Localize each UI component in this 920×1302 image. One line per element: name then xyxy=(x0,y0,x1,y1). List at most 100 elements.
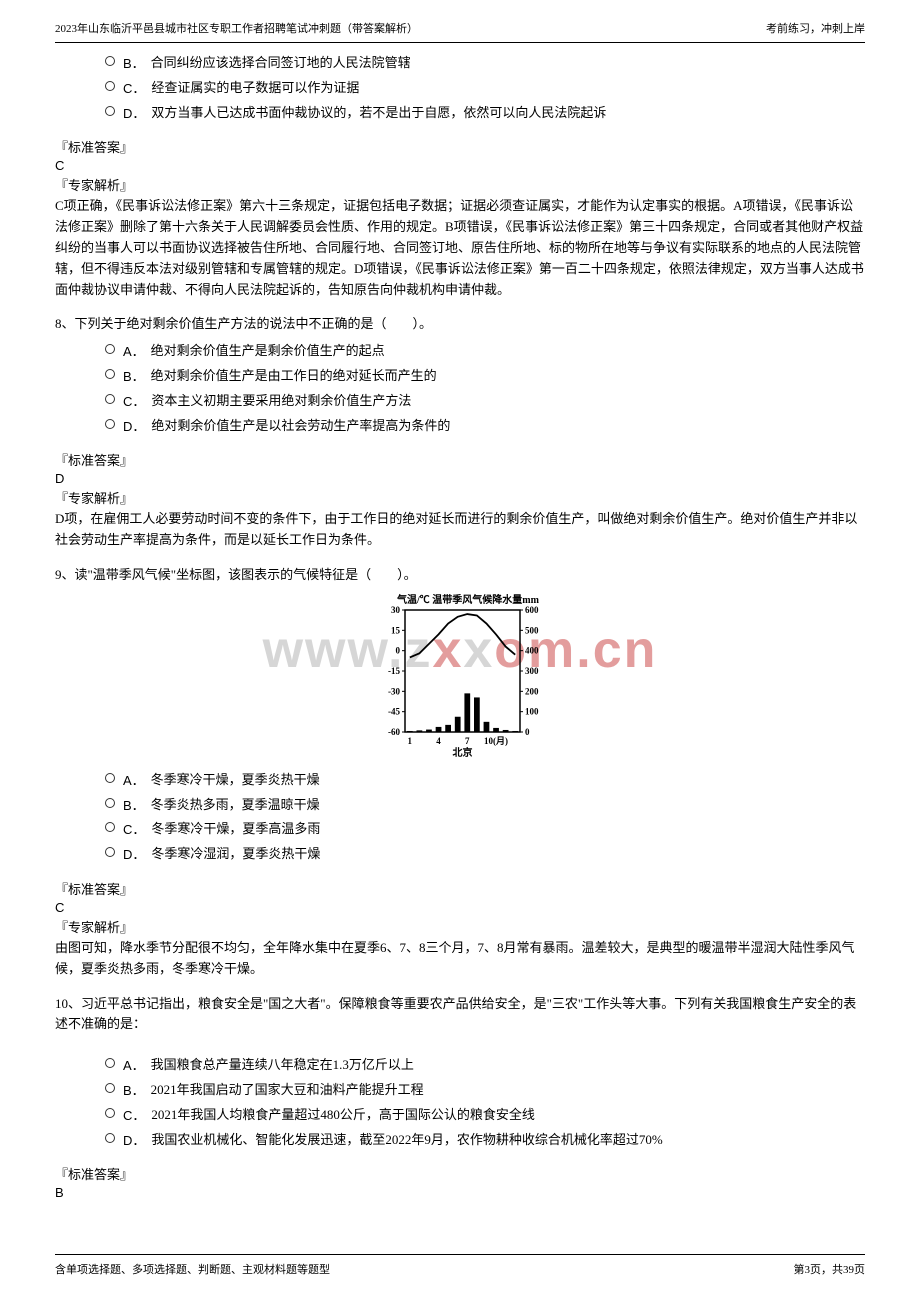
option-text: 绝对剩余价值生产是剩余价值生产的起点 xyxy=(151,341,385,362)
q9-analysis: 由图可知，降水季节分配很不均匀，全年降水集中在夏季6、7、8三个月，7、8月常有… xyxy=(55,938,865,980)
svg-text:-60: -60 xyxy=(388,727,400,737)
option-text: 冬季炎热多雨，夏季温晾干燥 xyxy=(151,795,320,816)
q8-answer: D xyxy=(55,471,865,486)
q10-option-b[interactable]: B． 2021年我国启动了国家大豆和油料产能提升工程 xyxy=(105,1080,865,1101)
option-label: C． xyxy=(123,78,145,97)
svg-text:400: 400 xyxy=(525,645,539,655)
q8-option-c[interactable]: C． 资本主义初期主要采用绝对剩余价值生产方法 xyxy=(105,391,865,412)
option-text: 绝对剩余价值生产是由工作日的绝对延长而产生的 xyxy=(151,366,437,387)
option-label: B． xyxy=(123,53,145,72)
radio-icon xyxy=(105,369,115,379)
option-text: 冬季寒冷干燥，夏季高温多雨 xyxy=(151,819,320,840)
q9-question: 9、读"温带季风气候"坐标图，该图表示的气候特征是（ ）。 xyxy=(55,565,865,586)
option-text: 我国农业机械化、智能化发展迅速，截至2022年9月，农作物耕种收综合机械化率超过… xyxy=(151,1130,662,1151)
q8-analysis-label: 『专家解析』 xyxy=(55,488,865,507)
svg-text:气温/℃ 温带季风气候降水量mm: 气温/℃ 温带季风气候降水量mm xyxy=(396,593,540,606)
radio-icon xyxy=(105,1133,115,1143)
option-label: C． xyxy=(123,391,145,410)
radio-icon xyxy=(105,1083,115,1093)
option-label: C． xyxy=(123,1105,145,1124)
q9-analysis-label: 『专家解析』 xyxy=(55,917,865,936)
svg-text:7: 7 xyxy=(465,736,470,746)
option-label: D． xyxy=(123,103,145,122)
svg-text:15: 15 xyxy=(391,625,401,635)
q8-question: 8、下列关于绝对剩余价值生产方法的说法中不正确的是（ ）。 xyxy=(55,314,865,335)
radio-icon xyxy=(105,394,115,404)
svg-text:10(月): 10(月) xyxy=(484,736,508,746)
svg-text:-15: -15 xyxy=(388,666,400,676)
radio-icon xyxy=(105,847,115,857)
q8-option-d[interactable]: D． 绝对剩余价值生产是以社会劳动生产率提高为条件的 xyxy=(105,416,865,437)
option-text: 冬季寒冷湿润，夏季炎热干燥 xyxy=(151,844,320,865)
q10-option-c[interactable]: C． 2021年我国人均粮食产量超过480公斤，高于国际公认的粮食安全线 xyxy=(105,1105,865,1126)
q10-answer-label: 『标准答案』 xyxy=(55,1164,865,1183)
q9-option-a[interactable]: A． 冬季寒冷干燥，夏季炎热干燥 xyxy=(105,770,865,791)
q8-option-a[interactable]: A． 绝对剩余价值生产是剩余价值生产的起点 xyxy=(105,341,865,362)
option-text: 合同纠纷应该选择合同签订地的人民法院管辖 xyxy=(151,53,411,74)
q10-question: 10、习近平总书记指出，粮食安全是"国之大者"。保障粮食等重要农产品供给安全，是… xyxy=(55,994,865,1036)
option-text: 经查证属实的电子数据可以作为证据 xyxy=(151,78,359,99)
radio-icon xyxy=(105,56,115,66)
q8-answer-label: 『标准答案』 xyxy=(55,450,865,469)
svg-text:300: 300 xyxy=(525,666,539,676)
option-text: 双方当事人已达成书面仲裁协议的，若不是出于自愿，依然可以向人民法院起诉 xyxy=(151,103,606,124)
option-label: A． xyxy=(123,1055,145,1074)
header-right: 考前练习，冲刺上岸 xyxy=(766,20,865,36)
q7-option-c[interactable]: C． 经查证属实的电子数据可以作为证据 xyxy=(105,78,865,99)
q7-answer-label: 『标准答案』 xyxy=(55,137,865,156)
climate-chart-svg: 气温/℃ 温带季风气候降水量mm30150-15-30-45-606005004… xyxy=(370,592,550,762)
svg-text:0: 0 xyxy=(396,645,401,655)
q9-option-b[interactable]: B． 冬季炎热多雨，夏季温晾干燥 xyxy=(105,795,865,816)
option-label: D． xyxy=(123,1130,145,1149)
option-text: 我国粮食总产量连续八年稳定在1.3万亿斤以上 xyxy=(151,1055,414,1076)
radio-icon xyxy=(105,1108,115,1118)
q9-option-c[interactable]: C． 冬季寒冷干燥，夏季高温多雨 xyxy=(105,819,865,840)
option-label: A． xyxy=(123,770,145,789)
q8-analysis: D项，在雇佣工人必要劳动时间不变的条件下，由于工作日的绝对延长而进行的剩余价值生… xyxy=(55,509,865,551)
option-text: 2021年我国人均粮食产量超过480公斤，高于国际公认的粮食安全线 xyxy=(151,1105,535,1126)
svg-text:0: 0 xyxy=(525,727,530,737)
option-label: C． xyxy=(123,819,145,838)
q8-option-b[interactable]: B． 绝对剩余价值生产是由工作日的绝对延长而产生的 xyxy=(105,366,865,387)
q7-option-d[interactable]: D． 双方当事人已达成书面仲裁协议的，若不是出于自愿，依然可以向人民法院起诉 xyxy=(105,103,865,124)
q10-option-d[interactable]: D． 我国农业机械化、智能化发展迅速，截至2022年9月，农作物耕种收综合机械化… xyxy=(105,1130,865,1151)
footer-left: 含单项选择题、多项选择题、判断题、主观材料题等题型 xyxy=(55,1261,330,1277)
radio-icon xyxy=(105,419,115,429)
option-text: 2021年我国启动了国家大豆和油料产能提升工程 xyxy=(151,1080,424,1101)
header-left: 2023年山东临沂平邑县城市社区专职工作者招聘笔试冲刺题（带答案解析） xyxy=(55,20,418,36)
q9-answer-label: 『标准答案』 xyxy=(55,879,865,898)
q9-option-d[interactable]: D． 冬季寒冷湿润，夏季炎热干燥 xyxy=(105,844,865,865)
option-label: B． xyxy=(123,1080,145,1099)
footer-right: 第3页，共39页 xyxy=(794,1261,866,1277)
q7-analysis: C项正确，《民事诉讼法修正案》第六十三条规定，证据包括电子数据；证据必须查证属实… xyxy=(55,196,865,300)
svg-text:600: 600 xyxy=(525,605,539,615)
svg-text:-45: -45 xyxy=(388,706,400,716)
svg-text:4: 4 xyxy=(436,736,441,746)
svg-text:30: 30 xyxy=(391,605,401,615)
radio-icon xyxy=(105,106,115,116)
radio-icon xyxy=(105,344,115,354)
option-label: D． xyxy=(123,844,145,863)
page-footer: 含单项选择题、多项选择题、判断题、主观材料题等题型 第3页，共39页 xyxy=(55,1254,865,1277)
q10-option-a[interactable]: A． 我国粮食总产量连续八年稳定在1.3万亿斤以上 xyxy=(105,1055,865,1076)
radio-icon xyxy=(105,773,115,783)
q7-option-b[interactable]: B． 合同纠纷应该选择合同签订地的人民法院管辖 xyxy=(105,53,865,74)
radio-icon xyxy=(105,822,115,832)
q7-answer: C xyxy=(55,158,865,173)
climate-chart: 气温/℃ 温带季风气候降水量mm30150-15-30-45-606005004… xyxy=(55,592,865,762)
q10-answer: B xyxy=(55,1185,865,1200)
option-text: 资本主义初期主要采用绝对剩余价值生产方法 xyxy=(151,391,411,412)
radio-icon xyxy=(105,798,115,808)
option-label: B． xyxy=(123,366,145,385)
svg-text:北京: 北京 xyxy=(453,746,473,759)
option-label: B． xyxy=(123,795,145,814)
q7-analysis-label: 『专家解析』 xyxy=(55,175,865,194)
svg-text:500: 500 xyxy=(525,625,539,635)
svg-text:1: 1 xyxy=(408,736,413,746)
svg-text:100: 100 xyxy=(525,706,539,716)
radio-icon xyxy=(105,81,115,91)
option-text: 绝对剩余价值生产是以社会劳动生产率提高为条件的 xyxy=(151,416,450,437)
option-text: 冬季寒冷干燥，夏季炎热干燥 xyxy=(151,770,320,791)
option-label: D． xyxy=(123,416,145,435)
svg-text:200: 200 xyxy=(525,686,539,696)
